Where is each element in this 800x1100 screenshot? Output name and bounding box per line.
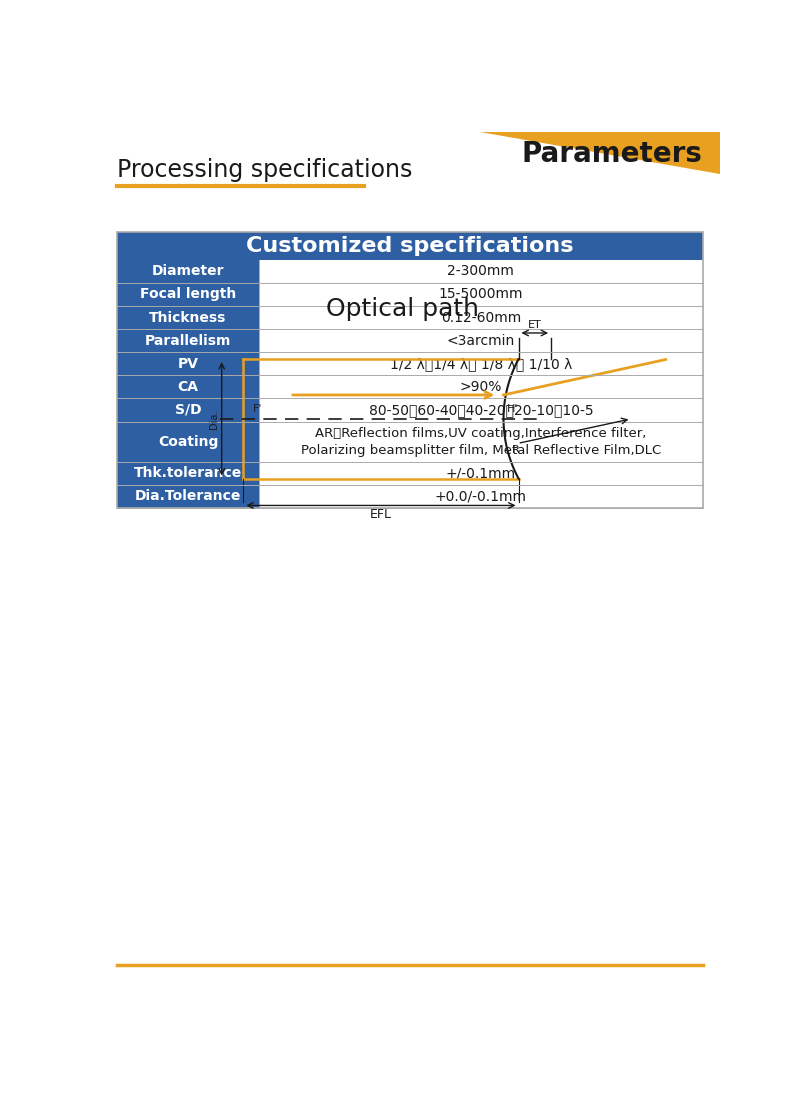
- Text: <3arcmin: <3arcmin: [446, 333, 515, 348]
- Text: Processing specifications: Processing specifications: [117, 158, 413, 183]
- Text: F': F': [253, 404, 262, 415]
- Text: R: R: [512, 444, 520, 454]
- Bar: [259, 375, 703, 398]
- Text: Coating: Coating: [158, 434, 218, 449]
- Bar: [117, 329, 259, 352]
- Text: ET: ET: [528, 320, 542, 330]
- Bar: [117, 260, 259, 283]
- Text: CA: CA: [178, 379, 198, 394]
- Bar: [117, 398, 259, 421]
- Bar: [259, 462, 703, 485]
- Text: EFL: EFL: [370, 508, 392, 521]
- Bar: [259, 421, 703, 462]
- Text: +/-0.1mm: +/-0.1mm: [446, 466, 516, 480]
- Text: Parallelism: Parallelism: [145, 333, 231, 348]
- Text: PV: PV: [178, 356, 198, 371]
- Text: 80-50、60-40、40-20、20-10、10-5: 80-50、60-40、40-20、20-10、10-5: [369, 403, 594, 417]
- Bar: [117, 352, 259, 375]
- Text: 1/2 λ、1/4 λ、 1/8 λ、 1/10 λ: 1/2 λ、1/4 λ、 1/8 λ、 1/10 λ: [390, 356, 572, 371]
- Text: Thickness: Thickness: [150, 310, 226, 324]
- Text: AR、Reflection films,UV coating,Interference filter,: AR、Reflection films,UV coating,Interfere…: [315, 427, 646, 440]
- Polygon shape: [480, 132, 720, 174]
- Bar: [259, 485, 703, 508]
- Text: Optical path: Optical path: [326, 297, 478, 321]
- Text: 2-300mm: 2-300mm: [447, 264, 514, 278]
- Text: Dia.: Dia.: [210, 409, 219, 429]
- Bar: [259, 329, 703, 352]
- Text: 0.12-60mm: 0.12-60mm: [441, 310, 521, 324]
- Bar: [259, 283, 703, 306]
- Bar: [117, 283, 259, 306]
- Bar: [117, 485, 259, 508]
- Bar: [117, 232, 703, 508]
- Text: Polarizing beamsplitter film, Metal Reflective Film,DLC: Polarizing beamsplitter film, Metal Refl…: [301, 443, 661, 456]
- Bar: [259, 352, 703, 375]
- Text: 15-5000mm: 15-5000mm: [438, 287, 523, 301]
- Text: +0.0/-0.1mm: +0.0/-0.1mm: [435, 490, 527, 503]
- Bar: [259, 260, 703, 283]
- Text: S/D: S/D: [174, 403, 202, 417]
- Bar: [117, 306, 259, 329]
- Text: Parameters: Parameters: [521, 140, 702, 167]
- Bar: [259, 398, 703, 421]
- Text: Thk.tolerance: Thk.tolerance: [134, 466, 242, 480]
- Text: Dia.Tolerance: Dia.Tolerance: [134, 490, 241, 503]
- Text: H': H': [506, 404, 518, 415]
- Bar: [117, 462, 259, 485]
- Bar: [117, 232, 703, 260]
- Text: Diameter: Diameter: [152, 264, 224, 278]
- Text: >90%: >90%: [460, 379, 502, 394]
- Bar: [117, 375, 259, 398]
- Text: Customized specifications: Customized specifications: [246, 236, 574, 256]
- Bar: [259, 306, 703, 329]
- Bar: [117, 421, 259, 462]
- Text: Focal length: Focal length: [140, 287, 236, 301]
